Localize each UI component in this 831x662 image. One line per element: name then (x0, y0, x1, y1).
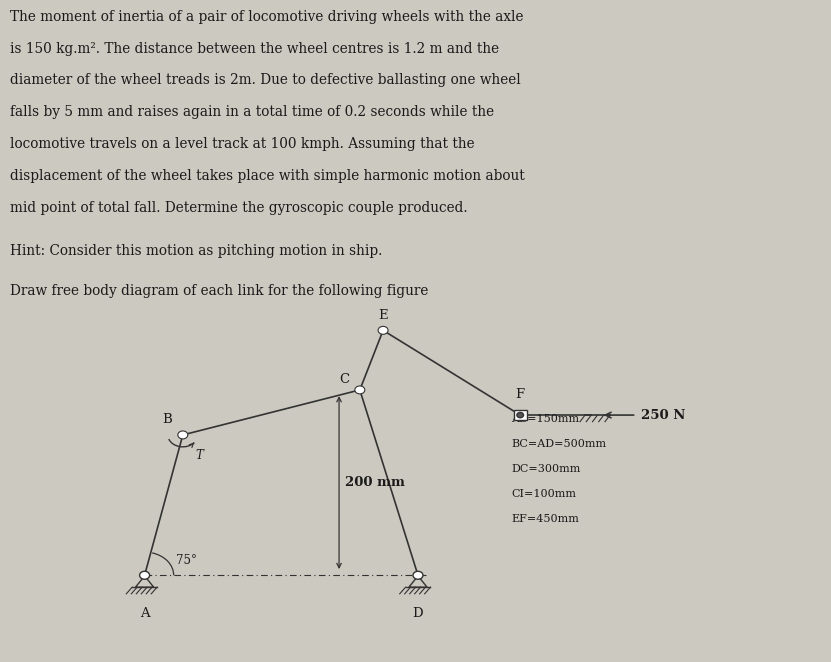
Text: 250 N: 250 N (641, 408, 685, 422)
Circle shape (517, 412, 524, 418)
Circle shape (140, 571, 150, 579)
Text: mid point of total fall. Determine the gyroscopic couple produced.: mid point of total fall. Determine the g… (10, 201, 468, 214)
Text: B: B (162, 413, 172, 426)
Text: AB=150mm: AB=150mm (511, 414, 579, 424)
Text: 75°: 75° (176, 554, 197, 567)
Text: displacement of the wheel takes place with simple harmonic motion about: displacement of the wheel takes place wi… (10, 169, 524, 183)
Text: DC=300mm: DC=300mm (511, 464, 580, 474)
Circle shape (178, 431, 188, 439)
Bar (514, 410, 527, 420)
Circle shape (378, 326, 388, 334)
Text: E: E (378, 308, 388, 322)
Text: T: T (195, 449, 203, 463)
Text: CI=100mm: CI=100mm (511, 489, 576, 499)
Text: 200 mm: 200 mm (345, 476, 405, 489)
Text: is 150 kg.m². The distance between the wheel centres is 1.2 m and the: is 150 kg.m². The distance between the w… (10, 42, 499, 56)
Text: Draw free body diagram of each link for the following figure: Draw free body diagram of each link for … (10, 284, 428, 298)
Text: diameter of the wheel treads is 2m. Due to defective ballasting one wheel: diameter of the wheel treads is 2m. Due … (10, 73, 521, 87)
Text: A: A (140, 607, 150, 620)
Text: Hint: Consider this motion as pitching motion in ship.: Hint: Consider this motion as pitching m… (10, 244, 382, 258)
Circle shape (355, 386, 365, 394)
Text: The moment of inertia of a pair of locomotive driving wheels with the axle: The moment of inertia of a pair of locom… (10, 10, 524, 24)
Text: falls by 5 mm and raises again in a total time of 0.2 seconds while the: falls by 5 mm and raises again in a tota… (10, 105, 494, 119)
Text: D: D (413, 607, 423, 620)
Text: F: F (516, 388, 524, 401)
Text: EF=450mm: EF=450mm (511, 514, 579, 524)
Text: C: C (339, 373, 349, 385)
Text: locomotive travels on a level track at 100 kmph. Assuming that the: locomotive travels on a level track at 1… (10, 137, 475, 151)
Circle shape (413, 571, 423, 579)
Text: BC=AD=500mm: BC=AD=500mm (511, 439, 606, 449)
